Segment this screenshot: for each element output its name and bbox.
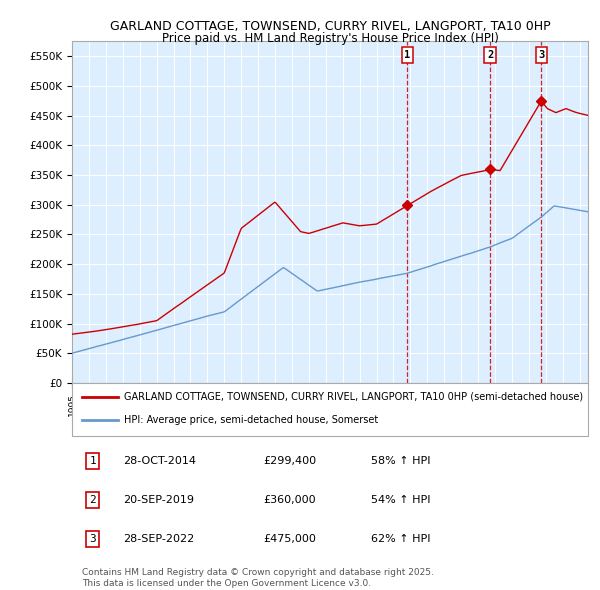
FancyBboxPatch shape bbox=[72, 383, 588, 435]
Text: Contains HM Land Registry data © Crown copyright and database right 2025.
This d: Contains HM Land Registry data © Crown c… bbox=[82, 568, 434, 588]
Text: 58% ↑ HPI: 58% ↑ HPI bbox=[371, 456, 431, 466]
Text: HPI: Average price, semi-detached house, Somerset: HPI: Average price, semi-detached house,… bbox=[124, 415, 378, 425]
Text: 1: 1 bbox=[404, 50, 410, 60]
Text: £299,400: £299,400 bbox=[263, 456, 316, 466]
Text: 20-SEP-2019: 20-SEP-2019 bbox=[124, 495, 194, 505]
Text: 62% ↑ HPI: 62% ↑ HPI bbox=[371, 534, 431, 544]
Text: 54% ↑ HPI: 54% ↑ HPI bbox=[371, 495, 431, 505]
Text: GARLAND COTTAGE, TOWNSEND, CURRY RIVEL, LANGPORT, TA10 0HP: GARLAND COTTAGE, TOWNSEND, CURRY RIVEL, … bbox=[110, 20, 550, 33]
Text: GARLAND COTTAGE, TOWNSEND, CURRY RIVEL, LANGPORT, TA10 0HP (semi-detached house): GARLAND COTTAGE, TOWNSEND, CURRY RIVEL, … bbox=[124, 392, 583, 402]
Text: £475,000: £475,000 bbox=[263, 534, 316, 544]
Text: 1: 1 bbox=[89, 456, 96, 466]
Text: 2: 2 bbox=[487, 50, 493, 60]
Text: £360,000: £360,000 bbox=[263, 495, 316, 505]
Text: 3: 3 bbox=[89, 534, 96, 544]
Text: 28-SEP-2022: 28-SEP-2022 bbox=[124, 534, 195, 544]
Text: Price paid vs. HM Land Registry's House Price Index (HPI): Price paid vs. HM Land Registry's House … bbox=[161, 32, 499, 45]
Text: 3: 3 bbox=[538, 50, 544, 60]
Text: 28-OCT-2014: 28-OCT-2014 bbox=[124, 456, 197, 466]
Text: 2: 2 bbox=[89, 495, 96, 505]
